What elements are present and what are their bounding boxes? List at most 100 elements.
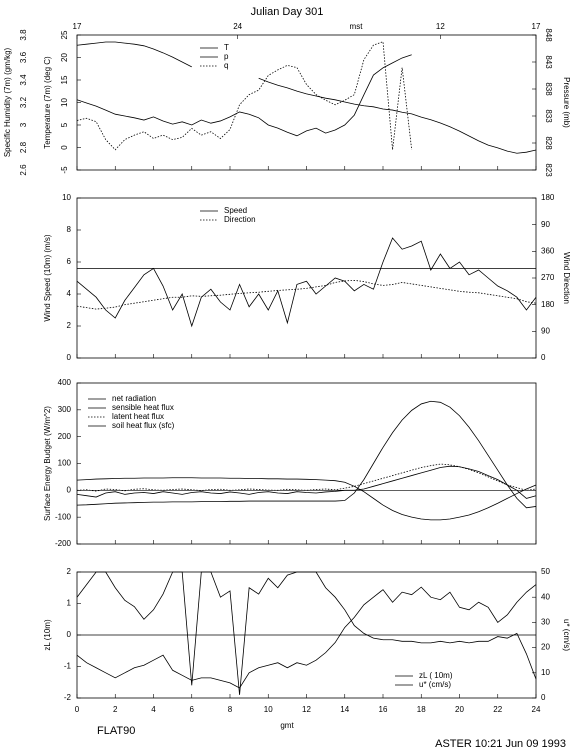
y-tick-label: 0 [60, 145, 69, 150]
y-tick-label: 15 [60, 75, 69, 84]
y-tick-label: -2 [64, 693, 72, 702]
top-axis-label: mst [350, 22, 364, 31]
y-tick-label: 0 [541, 693, 546, 702]
y-tick-label: 270 [541, 273, 555, 282]
y-tick-label: 40 [541, 592, 550, 601]
x-tick-label: 14 [340, 705, 349, 714]
y-tick-label: 3.6 [19, 51, 28, 63]
y-tick-label: 20 [541, 643, 550, 652]
top-tick-label: 17 [73, 22, 82, 31]
axis-label: u* (cm/s) [562, 619, 571, 651]
y-tick-label: 10 [60, 98, 69, 107]
y-tick-label: 8 [67, 225, 72, 234]
top-tick-label: 24 [233, 22, 242, 31]
y-tick-label: 2.8 [19, 141, 28, 153]
y-tick-label: 400 [58, 378, 72, 387]
axis-label: Wind Speed (10m) (m/s) [43, 234, 52, 321]
y-tick-label: 3.2 [19, 96, 28, 108]
axis-label: Wind Direction [562, 252, 571, 304]
y-tick-label: 833 [544, 109, 553, 123]
y-tick-label: 2 [67, 567, 72, 576]
y-tick-label: 300 [58, 405, 72, 414]
legend-label: q [224, 61, 228, 70]
axis-label: Temperature (7m) (deg C) [43, 56, 52, 149]
y-tick-label: 20 [60, 53, 69, 62]
y-tick-label: 0 [67, 630, 72, 639]
top-tick-label: 17 [532, 22, 541, 31]
x-tick-label: 22 [493, 705, 502, 714]
axis-label: Surface Energy Budget (W/m^2) [43, 406, 52, 521]
x-tick-label: 10 [264, 705, 273, 714]
y-tick-label: 1 [67, 599, 72, 608]
y-tick-label: 90 [541, 220, 550, 229]
legend-label: T [224, 43, 229, 52]
x-tick-label: 6 [190, 705, 195, 714]
x-tick-label: 4 [151, 705, 156, 714]
y-tick-label: 6 [67, 257, 72, 266]
y-tick-label: 10 [541, 668, 550, 677]
y-tick-label: 200 [58, 432, 72, 441]
x-tick-label: 0 [75, 705, 80, 714]
y-tick-label: -5 [60, 166, 69, 174]
top-tick-label: 12 [436, 22, 445, 31]
data-line [258, 77, 537, 154]
y-tick-label: 0 [67, 353, 72, 362]
axis-label: zL (10m) [43, 619, 52, 651]
x-tick-label: 2 [113, 705, 118, 714]
legend-label: sensible heat flux [112, 403, 174, 412]
data-line [76, 463, 537, 492]
x-axis-label: gmt [280, 721, 294, 730]
x-tick-label: 16 [379, 705, 388, 714]
data-line [76, 41, 192, 68]
y-tick-label: 843 [544, 55, 553, 69]
y-tick-label: 5 [60, 122, 69, 127]
y-tick-label: 4 [67, 289, 72, 298]
data-line [76, 237, 537, 328]
footer-right: ASTER 10:21 Jun 09 1993 [435, 738, 566, 750]
x-tick-label: 20 [455, 705, 464, 714]
footer-left: FLAT90 [97, 725, 135, 737]
axis-label: Specific Humidity (7m) (gm/kg) [3, 47, 12, 157]
y-tick-label: 180 [541, 193, 555, 202]
legend-label: latent heat flux [112, 412, 164, 421]
data-line [76, 571, 537, 695]
x-tick-label: 12 [302, 705, 311, 714]
legend-label: net radiation [112, 394, 156, 403]
y-tick-label: 10 [62, 193, 71, 202]
x-tick-label: 18 [417, 705, 426, 714]
y-tick-label: 0 [541, 353, 546, 362]
legend-label: zL ( 10m) [419, 671, 453, 680]
y-tick-label: 3.4 [19, 74, 28, 86]
y-tick-label: 2 [67, 321, 72, 330]
y-tick-label: 100 [58, 459, 72, 468]
y-tick-label: 25 [60, 30, 69, 39]
axis-label: Pressure (mb) [562, 77, 571, 128]
y-tick-label: 180 [541, 300, 555, 309]
x-tick-label: 8 [228, 705, 233, 714]
legend-label: p [224, 52, 229, 61]
y-tick-label: 3 [19, 122, 28, 127]
data-line [76, 477, 537, 521]
legend-label: u* (cm/s) [419, 680, 451, 689]
y-tick-label: 3.8 [19, 29, 28, 41]
x-tick-label: 24 [532, 705, 541, 714]
data-line [76, 279, 537, 310]
data-line [76, 54, 412, 137]
legend-label: Direction [224, 215, 256, 224]
y-tick-label: 848 [544, 28, 553, 42]
y-tick-label: 2.6 [19, 164, 28, 176]
legend-label: soil heat flux (sfc) [112, 421, 175, 430]
y-tick-label: 828 [544, 136, 553, 150]
data-line [76, 400, 537, 509]
y-tick-label: -100 [55, 512, 72, 521]
figure-title: Julian Day 301 [251, 6, 324, 18]
y-tick-label: 90 [541, 326, 550, 335]
y-tick-label: -200 [55, 539, 72, 548]
y-tick-label: 838 [544, 82, 553, 96]
data-line [76, 584, 537, 689]
y-tick-label: 30 [541, 618, 550, 627]
y-tick-label: 823 [544, 163, 553, 177]
y-tick-label: 360 [541, 246, 555, 255]
y-tick-label: 0 [67, 485, 72, 494]
